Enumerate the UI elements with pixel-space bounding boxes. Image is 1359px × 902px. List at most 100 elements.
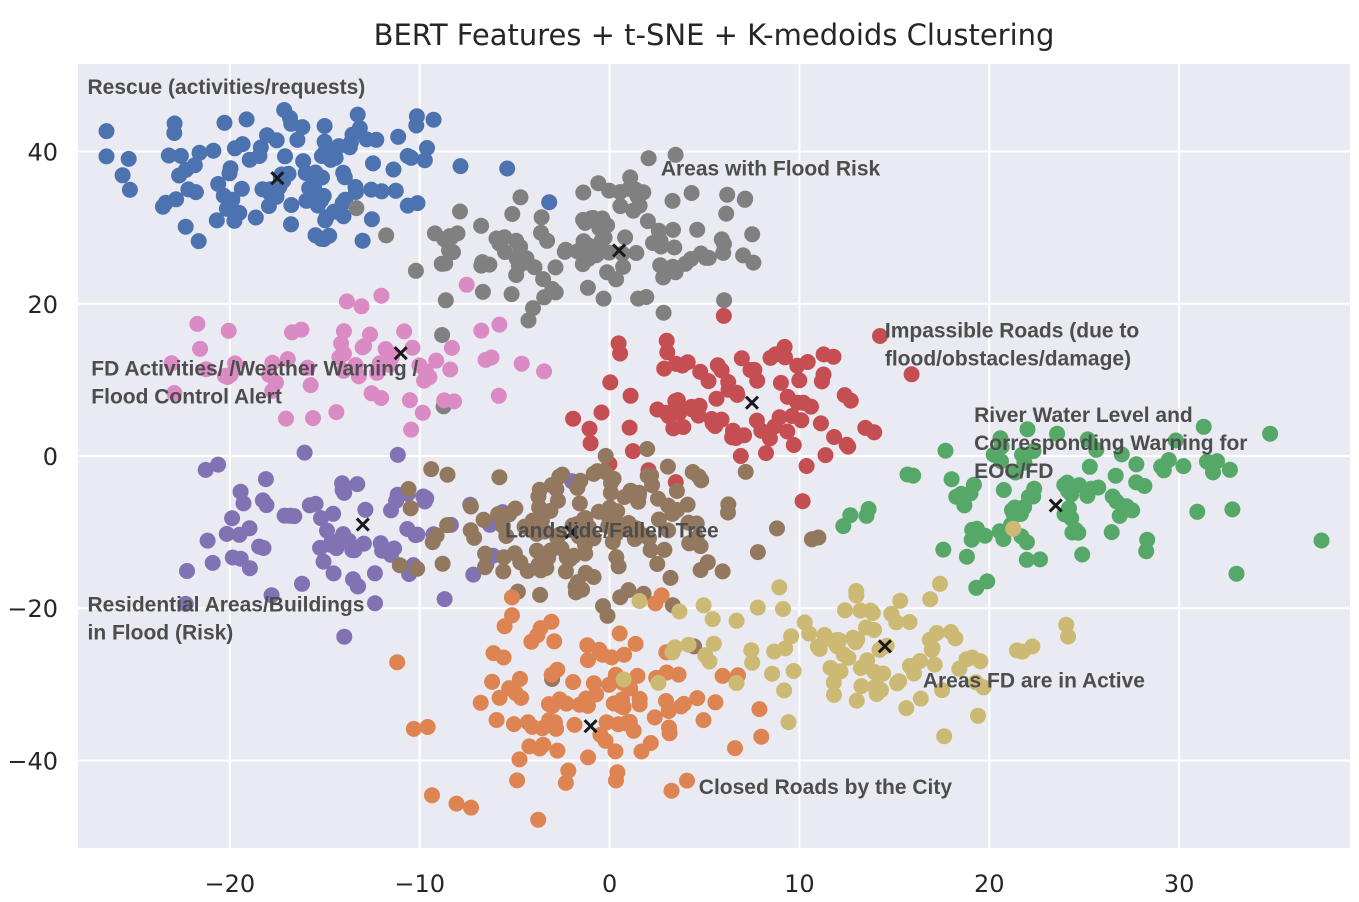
data-point	[967, 674, 984, 691]
data-point	[434, 327, 451, 343]
data-point	[817, 447, 834, 464]
data-point	[704, 611, 721, 628]
data-point	[385, 161, 402, 178]
data-point	[404, 339, 421, 356]
data-point	[331, 349, 348, 366]
data-point	[114, 167, 131, 184]
data-point	[313, 510, 329, 527]
data-point	[284, 324, 300, 341]
data-point	[411, 357, 428, 374]
data-point	[192, 340, 209, 357]
data-point	[993, 453, 1009, 470]
data-point	[233, 180, 250, 197]
data-point	[218, 200, 235, 217]
data-point	[629, 667, 646, 684]
data-point	[579, 279, 596, 296]
data-point	[680, 636, 697, 653]
data-point	[477, 559, 493, 576]
data-point	[906, 665, 922, 682]
data-point	[498, 528, 515, 544]
data-point	[921, 631, 938, 648]
medoid-marker-8	[583, 719, 598, 734]
cluster-label-line: Flood Control Alert	[91, 385, 282, 408]
cluster-label-line: Areas FD are in Active	[923, 670, 1145, 693]
data-point	[354, 232, 371, 249]
data-point	[1018, 551, 1035, 568]
cluster-label: Areas FD are in Active	[923, 670, 1145, 693]
series-7-points	[391, 441, 827, 687]
data-point	[490, 506, 507, 523]
data-point	[659, 344, 676, 361]
data-point	[662, 569, 679, 586]
data-point	[943, 471, 960, 488]
data-point	[791, 372, 808, 389]
data-point	[172, 147, 189, 164]
data-point	[1103, 524, 1120, 541]
data-point	[665, 221, 681, 238]
data-point	[473, 322, 490, 339]
data-point	[258, 497, 275, 514]
data-point	[419, 140, 435, 156]
data-point	[1019, 421, 1036, 438]
data-point	[936, 728, 953, 745]
data-point	[777, 349, 793, 366]
data-point	[742, 362, 759, 378]
data-point	[608, 271, 625, 288]
data-point	[667, 393, 684, 410]
data-point	[875, 665, 892, 682]
data-point	[313, 192, 330, 209]
data-point	[1209, 453, 1226, 470]
data-point	[1313, 532, 1330, 549]
data-point	[365, 155, 381, 172]
medoid-marker-6	[355, 517, 370, 532]
data-point	[602, 484, 619, 501]
data-point	[642, 542, 659, 558]
data-point	[556, 243, 573, 260]
data-point	[525, 300, 541, 317]
data-point	[848, 587, 865, 604]
data-point	[579, 652, 596, 669]
data-points	[98, 102, 1330, 828]
data-point	[660, 703, 677, 719]
series-3-points	[163, 276, 553, 438]
data-point	[612, 345, 629, 362]
data-point	[749, 544, 766, 561]
data-point	[366, 565, 383, 582]
data-point	[664, 644, 681, 661]
data-point	[505, 716, 522, 733]
data-point	[689, 401, 706, 418]
data-point	[753, 728, 770, 745]
data-point	[811, 641, 828, 657]
data-point	[794, 493, 811, 510]
data-point	[815, 346, 832, 363]
x-tick-label: −10	[394, 870, 445, 898]
data-point	[826, 429, 843, 445]
data-point	[628, 245, 645, 261]
data-point	[1006, 499, 1023, 516]
data-point	[449, 225, 466, 242]
data-point	[335, 526, 352, 543]
data-point	[473, 257, 490, 274]
data-point	[436, 591, 453, 608]
data-point	[615, 258, 632, 275]
y-tick-label: −40	[7, 747, 58, 775]
x-tick-label: 30	[1164, 870, 1195, 898]
data-point	[565, 674, 582, 690]
data-point	[650, 674, 667, 691]
cluster-label: Landslide/Fallen Tree	[505, 520, 719, 543]
data-point	[650, 511, 667, 528]
data-point	[622, 169, 639, 186]
data-point	[692, 562, 709, 578]
data-point	[452, 203, 468, 220]
data-point	[638, 289, 655, 305]
data-point	[1032, 551, 1048, 568]
data-point	[295, 153, 312, 170]
data-point	[689, 690, 706, 707]
data-point	[215, 187, 232, 204]
data-point	[378, 227, 395, 244]
data-point	[1189, 503, 1206, 520]
data-point	[546, 633, 563, 650]
data-point	[688, 530, 705, 547]
data-point	[547, 259, 564, 276]
data-point	[1007, 464, 1024, 481]
